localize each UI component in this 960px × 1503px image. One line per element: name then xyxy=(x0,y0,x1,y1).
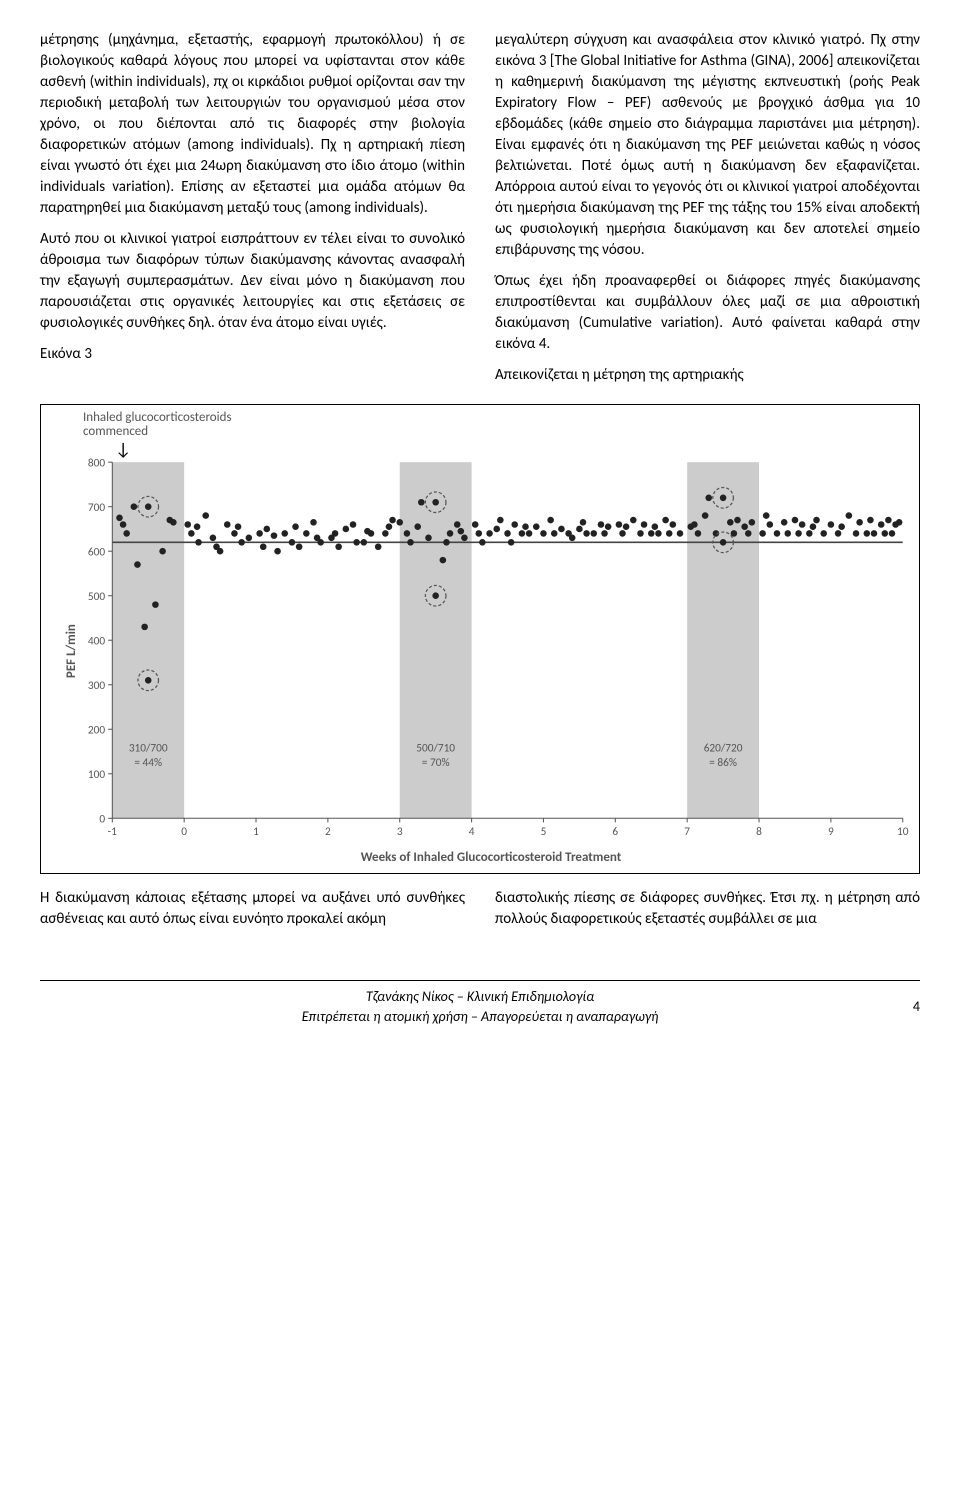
two-column-below-figure: Η διακύμανση κάποιας εξέτασης μπορεί να … xyxy=(40,888,920,940)
chart-annotation-line2: commenced xyxy=(83,425,911,439)
svg-text:400: 400 xyxy=(88,634,105,648)
footer-line1: Τζανάκης Νίκος – Κλινική Επιδημιολογία xyxy=(70,987,890,1007)
svg-text:= 44%: = 44% xyxy=(134,756,162,770)
svg-text:300: 300 xyxy=(88,679,105,693)
svg-text:600: 600 xyxy=(88,545,105,559)
chart-svg: 310/700= 44%500/710= 70%620/720= 86%0100… xyxy=(67,456,911,847)
chart-annotation-line1: Inhaled glucocorticosteroids xyxy=(83,411,911,425)
footer-text: Τζανάκης Νίκος – Κλινική Επιδημιολογία Ε… xyxy=(70,987,890,1026)
svg-text:2: 2 xyxy=(325,825,331,839)
svg-text:200: 200 xyxy=(88,723,105,737)
footer-line2: Επιτρέπεται η ατομική χρήση – Απαγορεύετ… xyxy=(70,1007,890,1027)
arrow-down-icon: ↓ xyxy=(45,442,911,456)
svg-text:800: 800 xyxy=(88,456,105,470)
svg-text:620/720: 620/720 xyxy=(704,742,743,756)
paragraph: Όπως έχει ήδη προαναφερθεί οι διάφορες π… xyxy=(495,271,920,355)
paragraph: διαστολικής πίεσης σε διάφορες συνθήκες.… xyxy=(495,888,920,930)
svg-text:5: 5 xyxy=(541,825,547,839)
svg-text:-1: -1 xyxy=(108,825,117,839)
svg-text:500/710: 500/710 xyxy=(416,742,455,756)
plot-area: PEF L/min 310/700= 44% 500/710= 70% 620/72… xyxy=(45,456,911,847)
svg-text:500: 500 xyxy=(88,590,105,604)
paragraph: Η διακύμανση κάποιας εξέτασης μπορεί να … xyxy=(40,888,465,930)
svg-text:1: 1 xyxy=(253,825,259,839)
right-column-below: διαστολικής πίεσης σε διάφορες συνθήκες.… xyxy=(495,888,920,940)
y-axis-label-wrap: PEF L/min xyxy=(45,456,67,847)
svg-text:6: 6 xyxy=(612,825,618,839)
paragraph: μεγαλύτερη σύγχυση και ανασφάλεια στον κ… xyxy=(495,30,920,261)
svg-text:0: 0 xyxy=(99,812,105,826)
left-column-below: Η διακύμανση κάποιας εξέτασης μπορεί να … xyxy=(40,888,465,940)
chart-annotation: Inhaled glucocorticosteroids commenced xyxy=(45,411,911,440)
paragraph: Απεικονίζεται η μέτρηση της αρτηριακής xyxy=(495,365,920,386)
svg-text:700: 700 xyxy=(88,501,105,515)
svg-text:9: 9 xyxy=(828,825,834,839)
svg-text:= 86%: = 86% xyxy=(709,756,737,770)
scatter-plot: 310/700= 44%500/710= 70%620/720= 86%0100… xyxy=(67,456,911,847)
svg-text:100: 100 xyxy=(88,768,105,782)
svg-text:8: 8 xyxy=(756,825,762,839)
right-column: μεγαλύτερη σύγχυση και ανασφάλεια στον κ… xyxy=(495,30,920,396)
figure-3-chart: Inhaled glucocorticosteroids commenced ↓… xyxy=(40,404,920,874)
paragraph: μέτρησης (μηχάνημα, εξεταστής, εφαρμογή … xyxy=(40,30,465,219)
page-number: 4 xyxy=(890,997,920,1017)
svg-text:3: 3 xyxy=(397,825,403,839)
svg-text:0: 0 xyxy=(181,825,187,839)
svg-text:4: 4 xyxy=(469,825,475,839)
paragraph: Αυτό που οι κλινικοί γιατροί εισπράττουν… xyxy=(40,229,465,334)
x-axis-label: Weeks of Inhaled Glucocorticosteroid Tre… xyxy=(45,849,911,867)
left-column: μέτρησης (μηχάνημα, εξεταστής, εφαρμογή … xyxy=(40,30,465,396)
svg-text:7: 7 xyxy=(684,825,690,839)
page-footer: Τζανάκης Νίκος – Κλινική Επιδημιολογία Ε… xyxy=(40,980,920,1026)
svg-text:310/700: 310/700 xyxy=(129,742,168,756)
svg-text:= 70%: = 70% xyxy=(422,756,450,770)
two-column-body: μέτρησης (μηχάνημα, εξεταστής, εφαρμογή … xyxy=(40,30,920,396)
figure-label: Εικόνα 3 xyxy=(40,344,465,365)
svg-text:10: 10 xyxy=(897,825,909,839)
